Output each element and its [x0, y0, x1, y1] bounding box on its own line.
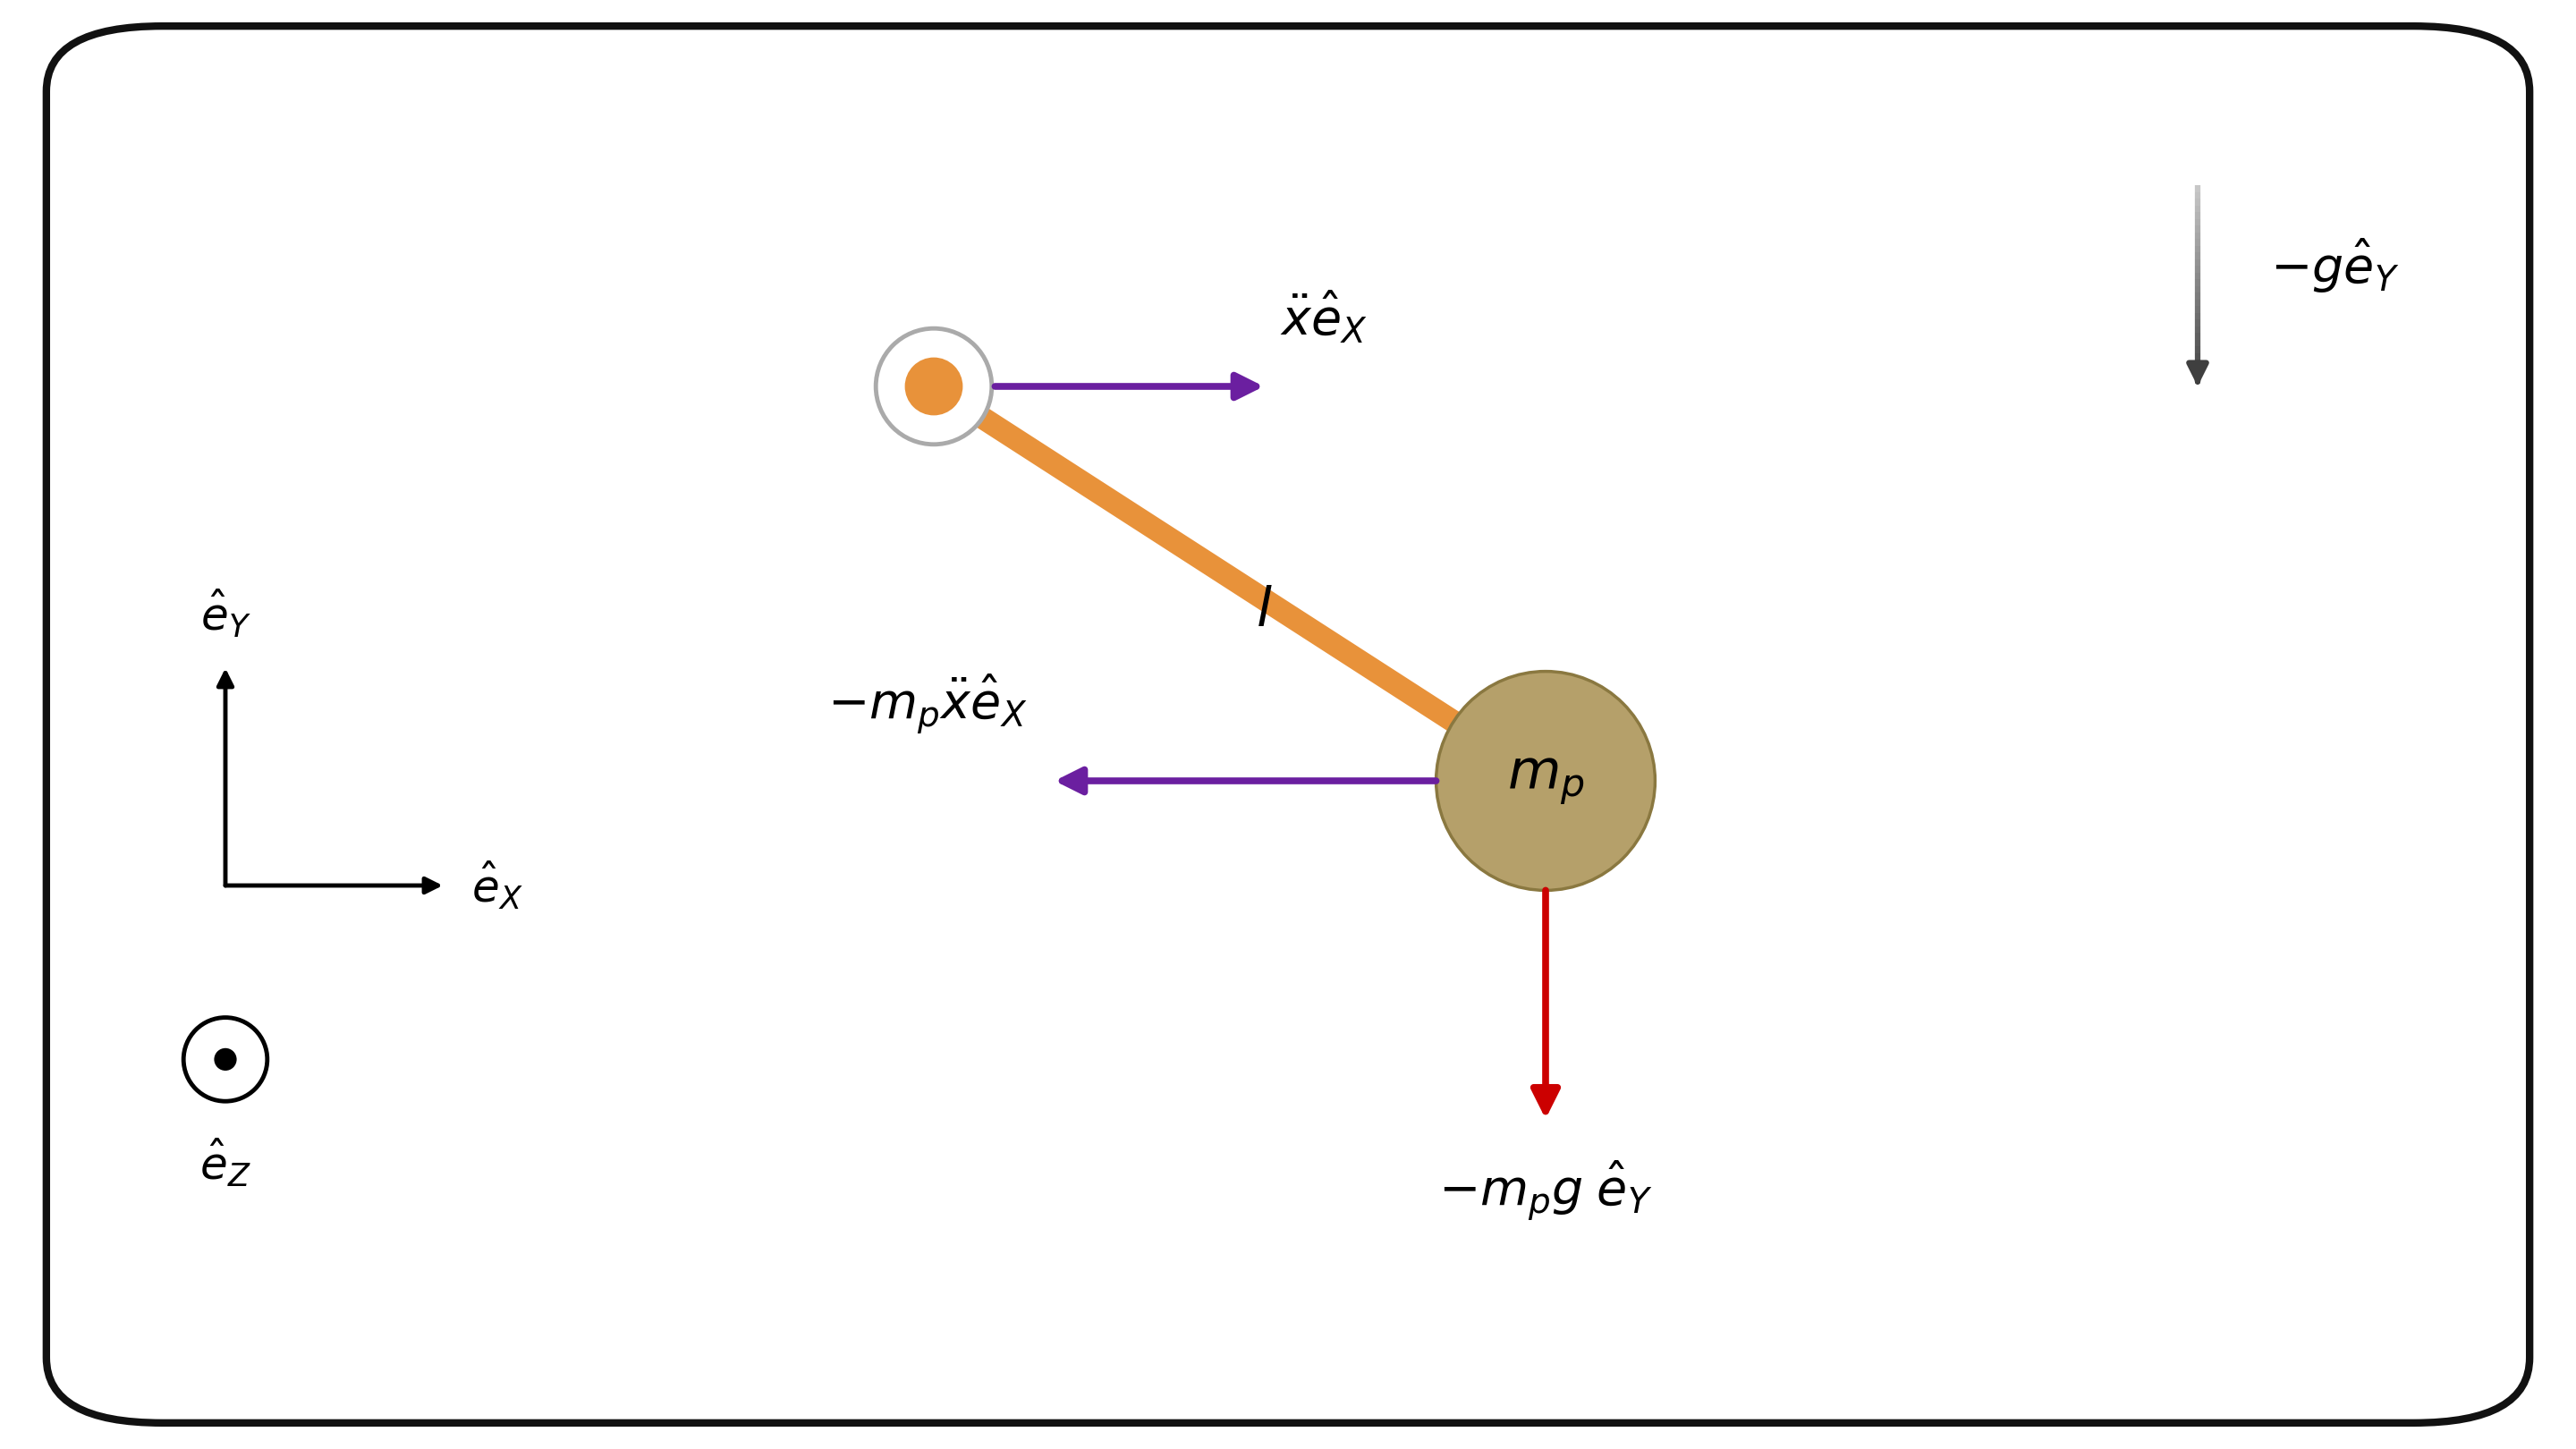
- Text: $\ddot{x}\hat{e}_X$: $\ddot{x}\hat{e}_X$: [1280, 290, 1368, 346]
- Text: $l$: $l$: [1255, 585, 1273, 638]
- Text: $-g\hat{e}_Y$: $-g\hat{e}_Y$: [2269, 236, 2398, 296]
- Circle shape: [214, 1048, 237, 1071]
- Text: $-m_p\ddot{x}\hat{e}_X$: $-m_p\ddot{x}\hat{e}_X$: [827, 672, 1028, 738]
- Text: $-m_p g\;\hat{e}_Y$: $-m_p g\;\hat{e}_Y$: [1437, 1159, 1654, 1224]
- Circle shape: [183, 1017, 268, 1101]
- Text: $\hat{e}_Z$: $\hat{e}_Z$: [198, 1136, 252, 1188]
- Text: $m_p$: $m_p$: [1507, 755, 1584, 807]
- Circle shape: [904, 358, 963, 416]
- Circle shape: [876, 329, 992, 445]
- Text: $\hat{e}_Y$: $\hat{e}_Y$: [201, 587, 250, 639]
- Circle shape: [1437, 671, 1656, 890]
- Text: $\hat{e}_X$: $\hat{e}_X$: [471, 859, 523, 911]
